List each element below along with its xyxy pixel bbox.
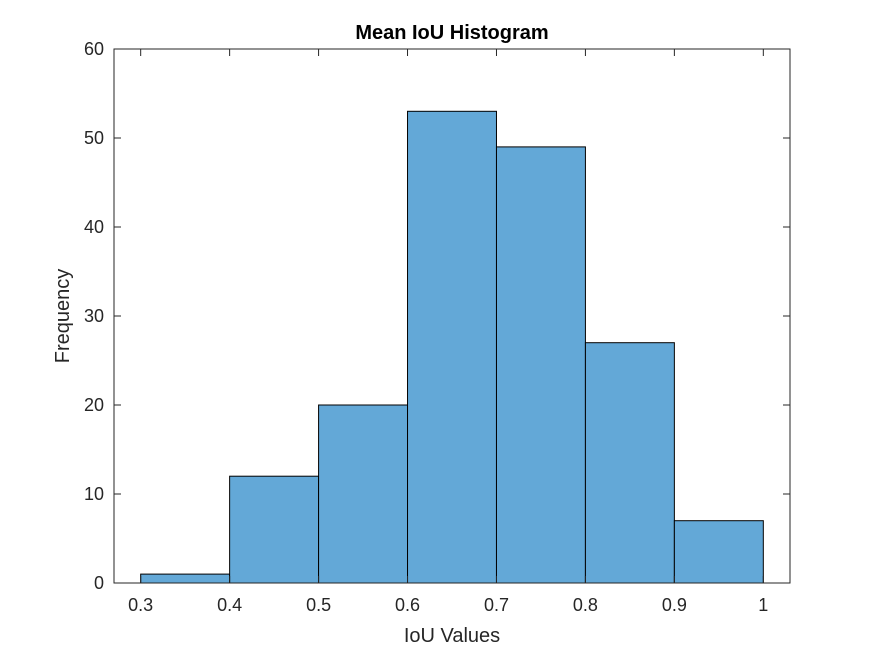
axes-box: [113, 48, 791, 584]
histogram-bar: [140, 573, 231, 584]
histogram-bar: [584, 342, 675, 584]
x-tick-label: 0.6: [395, 595, 420, 615]
x-axis-label: IoU Values: [404, 625, 500, 647]
x-tick-label: 0.5: [306, 595, 331, 615]
y-axis-label: Frequency: [52, 269, 74, 364]
bars-group: [140, 110, 764, 584]
y-tick-label: 60: [84, 39, 104, 59]
histogram-bar: [407, 110, 497, 584]
chart-title: Mean IoU Histogram: [355, 22, 548, 44]
x-tick-label: 0.3: [128, 595, 153, 615]
y-tick-label: 20: [84, 395, 104, 415]
y-tick-label: 50: [84, 128, 104, 148]
x-tick-label: 0.4: [217, 595, 242, 615]
y-tick-label: 40: [84, 217, 104, 237]
y-tick-label: 0: [94, 573, 104, 593]
histogram-bar: [495, 146, 586, 584]
x-tick-label: 1: [758, 595, 768, 615]
x-tick-label: 0.8: [573, 595, 598, 615]
y-tick-label: 10: [84, 484, 104, 504]
histogram-bar: [318, 404, 409, 584]
histogram-bar: [673, 520, 764, 584]
x-tick-label: 0.7: [484, 595, 509, 615]
x-tick-label: 0.9: [662, 595, 687, 615]
histogram-bar: [229, 475, 320, 584]
y-tick-label: 30: [84, 306, 104, 326]
